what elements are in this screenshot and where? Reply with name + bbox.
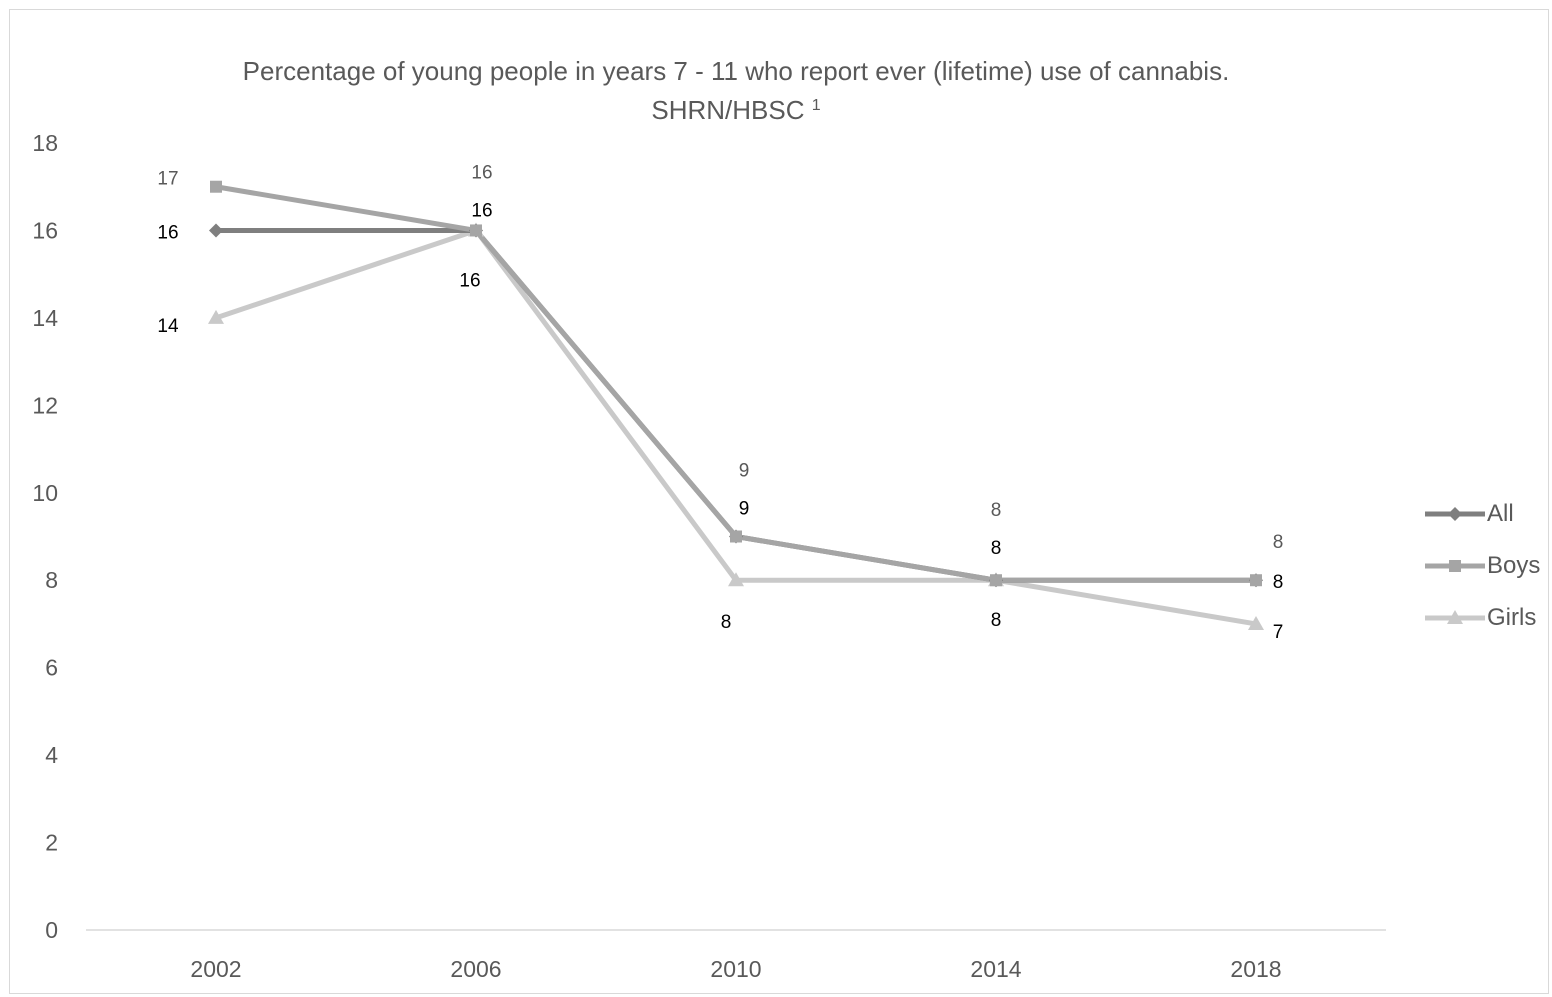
data-point-boys xyxy=(470,224,482,237)
data-label-girls: 14 xyxy=(157,316,179,337)
data-point-all xyxy=(209,223,223,238)
y-tick-label: 12 xyxy=(32,392,58,418)
data-label-boys: 17 xyxy=(157,169,178,190)
y-tick-label: 14 xyxy=(32,305,58,331)
series-line-boys xyxy=(215,184,1256,583)
y-tick-label: 10 xyxy=(32,480,58,506)
data-point-boys xyxy=(730,530,742,543)
legend-item-girls: Girls xyxy=(1425,592,1540,644)
legend-label: All xyxy=(1487,500,1514,527)
data-point-boys xyxy=(990,574,1002,587)
legend-label: Boys xyxy=(1487,552,1541,579)
chart-frame xyxy=(9,9,1549,994)
data-point-boys xyxy=(1250,574,1262,587)
legend-item-boys: Boys xyxy=(1425,540,1540,592)
legend-key-girls xyxy=(1425,610,1485,624)
series-line-girls xyxy=(215,227,1257,627)
data-label-all: 8 xyxy=(991,538,1002,559)
y-tick-label: 16 xyxy=(32,217,58,243)
data-label-girls: 8 xyxy=(721,612,732,633)
data-label-all: 9 xyxy=(739,499,750,520)
chart-subtitle-text: SHRN/HBSC xyxy=(651,95,805,125)
data-point-girls xyxy=(208,309,224,324)
y-tick-label: 4 xyxy=(45,742,58,768)
data-label-girls: 16 xyxy=(459,270,480,291)
chart-subtitle: SHRN/HBSC 1 xyxy=(0,89,1472,127)
data-point-girls xyxy=(728,572,744,587)
legend-marker xyxy=(1448,507,1462,521)
legend-label: Girls xyxy=(1487,604,1537,631)
x-tick-label: 2006 xyxy=(450,956,501,982)
y-tick-label: 0 xyxy=(45,917,58,943)
x-tick-label: 2014 xyxy=(970,956,1021,982)
y-tick-label: 6 xyxy=(45,655,58,681)
legend-marker xyxy=(1449,560,1461,572)
data-point-girls xyxy=(1248,615,1264,630)
chart-title: Percentage of young people in years 7 - … xyxy=(242,56,1230,86)
legend-item-all: All xyxy=(1425,488,1540,540)
y-tick-label: 2 xyxy=(45,830,58,856)
data-label-boys: 16 xyxy=(471,162,492,183)
data-label-girls: 7 xyxy=(1273,622,1284,643)
data-label-all: 8 xyxy=(1273,572,1284,593)
data-point-boys xyxy=(210,180,222,193)
x-tick-label: 2002 xyxy=(190,956,241,982)
data-label-boys: 8 xyxy=(991,500,1002,521)
y-tick-label: 8 xyxy=(45,567,58,593)
data-label-all: 16 xyxy=(471,200,492,221)
data-label-all: 16 xyxy=(157,222,178,243)
legend-marker xyxy=(1447,610,1463,624)
chart-legend: All Boys Girls xyxy=(1425,488,1540,644)
x-tick-label: 2018 xyxy=(1230,956,1281,982)
legend-key-all xyxy=(1425,507,1485,521)
x-tick-label: 2010 xyxy=(710,956,761,982)
chart-subtitle-footnote: 1 xyxy=(811,97,821,114)
data-label-boys: 8 xyxy=(1273,532,1284,553)
y-tick-label: 18 xyxy=(32,130,58,156)
data-label-girls: 8 xyxy=(991,610,1002,631)
series-line-all xyxy=(216,227,1256,583)
legend-key-boys xyxy=(1425,560,1485,572)
data-label-boys: 9 xyxy=(739,461,750,482)
